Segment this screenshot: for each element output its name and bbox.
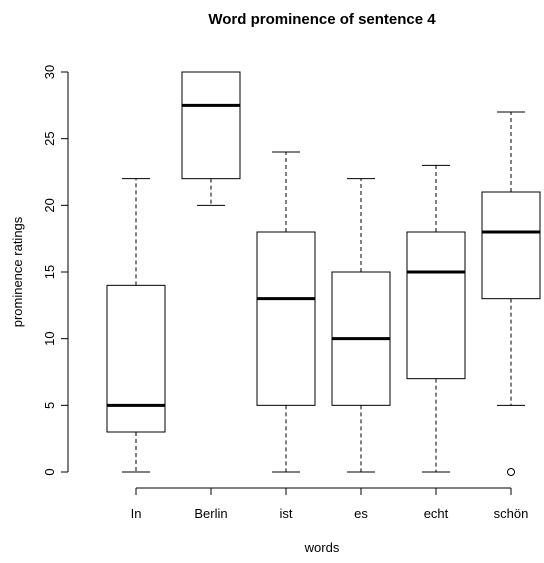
outlier-point [507, 468, 515, 476]
boxes-layer [106, 71, 541, 476]
y-tick-label: 10 [42, 331, 57, 345]
y-tick-label: 15 [42, 265, 57, 279]
box-1 [181, 71, 241, 206]
box-4 [406, 164, 466, 473]
x-tick-label: schön [494, 506, 529, 521]
iqr-box [256, 231, 316, 406]
iqr-box [181, 71, 241, 180]
y-tick-label: 5 [42, 402, 57, 409]
chart-title: Word prominence of sentence 4 [208, 11, 436, 28]
iqr-box [481, 191, 541, 300]
y-axis-label: prominence ratings [10, 216, 25, 327]
y-tick-label: 30 [42, 65, 57, 79]
y-tick-label: 0 [42, 468, 57, 475]
x-axis: In Berlin ist es echt schön [131, 487, 529, 521]
x-tick-label: echt [424, 506, 449, 521]
x-tick-label: es [354, 506, 368, 521]
y-tick-label: 20 [42, 198, 57, 212]
x-axis-label: words [304, 540, 340, 555]
x-tick-label: Berlin [194, 506, 227, 521]
box-3 [331, 178, 391, 473]
y-axis: 0 5 10 15 20 25 30 [42, 65, 69, 476]
box-2 [256, 151, 316, 473]
x-tick-label: ist [280, 506, 293, 521]
x-tick-label: In [131, 506, 142, 521]
iqr-box [406, 231, 466, 380]
box-0 [106, 178, 166, 473]
iqr-box [106, 284, 166, 433]
y-tick-label: 25 [42, 131, 57, 145]
box-5 [481, 111, 541, 476]
